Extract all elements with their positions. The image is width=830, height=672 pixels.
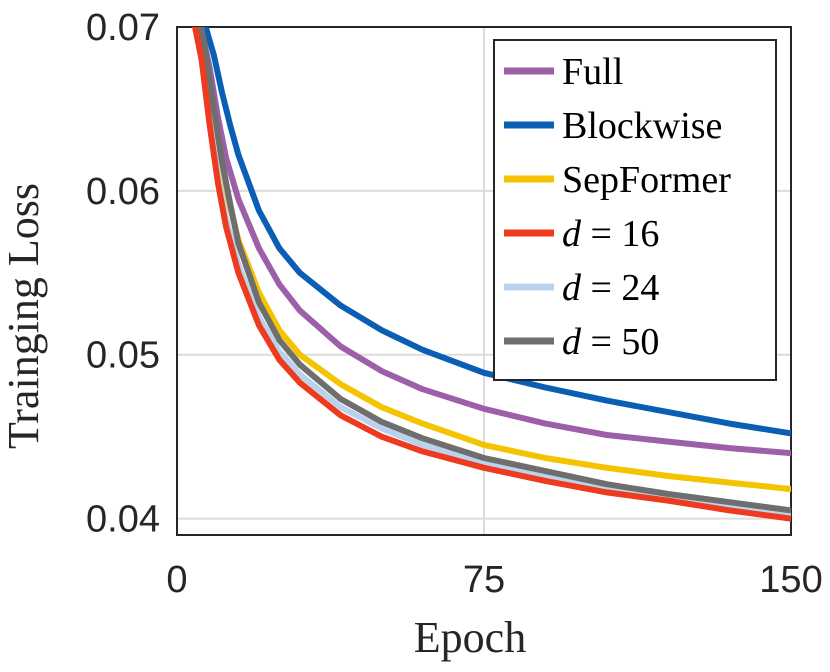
series-layer — [191, 27, 791, 522]
series-line-blockwise — [202, 27, 791, 437]
x-tick-label: 75 — [463, 559, 505, 601]
y-axis-label: Trainging Loss — [0, 183, 48, 449]
legend-label: d = 50 — [562, 321, 659, 363]
series-line-d-16 — [191, 27, 791, 522]
series-line-d-50 — [198, 27, 791, 514]
legend-box — [493, 39, 777, 381]
y-tick-label: 0.07 — [86, 7, 160, 49]
legend-label: SepFormer — [562, 159, 731, 201]
x-tick-label: 150 — [759, 559, 822, 601]
x-axis-label: Epoch — [414, 613, 526, 662]
legend-label: d = 24 — [562, 267, 659, 309]
y-tick-label: 0.04 — [86, 499, 160, 541]
y-tick-label: 0.06 — [86, 171, 160, 213]
legend-label: Full — [562, 51, 623, 93]
y-tick-label: 0.05 — [86, 335, 160, 377]
legend: Full Blockwise SepFormer d = 16 d = 24 d = 50 — [493, 39, 777, 381]
legend-label: Blockwise — [562, 105, 722, 147]
plot-area-frame — [176, 26, 792, 536]
x-tick-label: 0 — [166, 559, 187, 601]
legend-label: d = 16 — [562, 213, 659, 255]
tick-labels: 0 75 150 0.04 0.05 0.06 0.07 — [86, 7, 823, 601]
